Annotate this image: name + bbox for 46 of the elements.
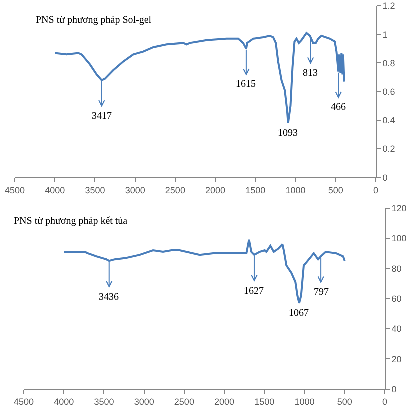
y-tick-label: 60 xyxy=(392,294,402,304)
annotation: 1615 xyxy=(236,79,256,90)
x-tick-label: 500 xyxy=(328,186,344,196)
annotation: 1627 xyxy=(244,286,264,297)
y-tick-label: 1 xyxy=(382,30,388,40)
x-tick-label: 3500 xyxy=(94,397,114,408)
x-tick-label: 3500 xyxy=(85,186,106,196)
x-tick-label: 4500 xyxy=(14,397,34,408)
annotation: 813 xyxy=(303,68,318,79)
y-tick-label: 0.8 xyxy=(382,58,396,68)
annotation: 797 xyxy=(314,287,329,298)
x-tick-label: 2000 xyxy=(214,397,235,408)
x-tick-label: 4000 xyxy=(54,397,74,408)
y-tick-label: 0.4 xyxy=(382,116,396,126)
y-tick-label: 40 xyxy=(392,324,402,334)
line-series xyxy=(63,238,346,304)
y-tick-label: 1.2 xyxy=(382,1,396,12)
x-tick-label: 1000 xyxy=(294,397,315,408)
annotation: 1093 xyxy=(278,128,298,139)
y-tick-label: 0.2 xyxy=(382,144,396,154)
y-tick-label: 0 xyxy=(382,172,388,183)
x-tick-label: 2500 xyxy=(165,186,186,196)
x-tick-label: 1500 xyxy=(246,186,266,196)
annotation: 1067 xyxy=(289,308,309,319)
x-tick-label: 3000 xyxy=(125,186,146,196)
text: PNS từ phương pháp kết tủa xyxy=(14,216,128,227)
annotation: 466 xyxy=(331,102,346,113)
y-tick-label: 120 xyxy=(392,203,407,214)
y-tick-label: 100 xyxy=(392,234,407,244)
y-tick-label: 0.6 xyxy=(382,87,396,97)
y-tick-label: 80 xyxy=(392,264,402,274)
x-tick-label: 500 xyxy=(337,397,352,408)
y-tick-label: 0 xyxy=(392,384,397,394)
x-tick-label: 1500 xyxy=(254,397,275,408)
annotation: 3417 xyxy=(92,111,112,122)
x-tick-label: 4000 xyxy=(45,186,66,196)
x-tick-label: 2000 xyxy=(206,186,226,196)
x-tick-label: 4500 xyxy=(4,186,26,196)
x-tick-label: 0 xyxy=(373,186,379,196)
text: PNS từ phương pháp Sol-gel xyxy=(36,15,152,26)
x-tick-label: 2500 xyxy=(174,397,194,408)
y-tick-label: 20 xyxy=(392,354,402,364)
x-tick-label: 3000 xyxy=(134,397,154,408)
x-tick-label: 1000 xyxy=(286,186,306,196)
line-series xyxy=(54,32,346,124)
annotation: 3436 xyxy=(99,292,119,303)
